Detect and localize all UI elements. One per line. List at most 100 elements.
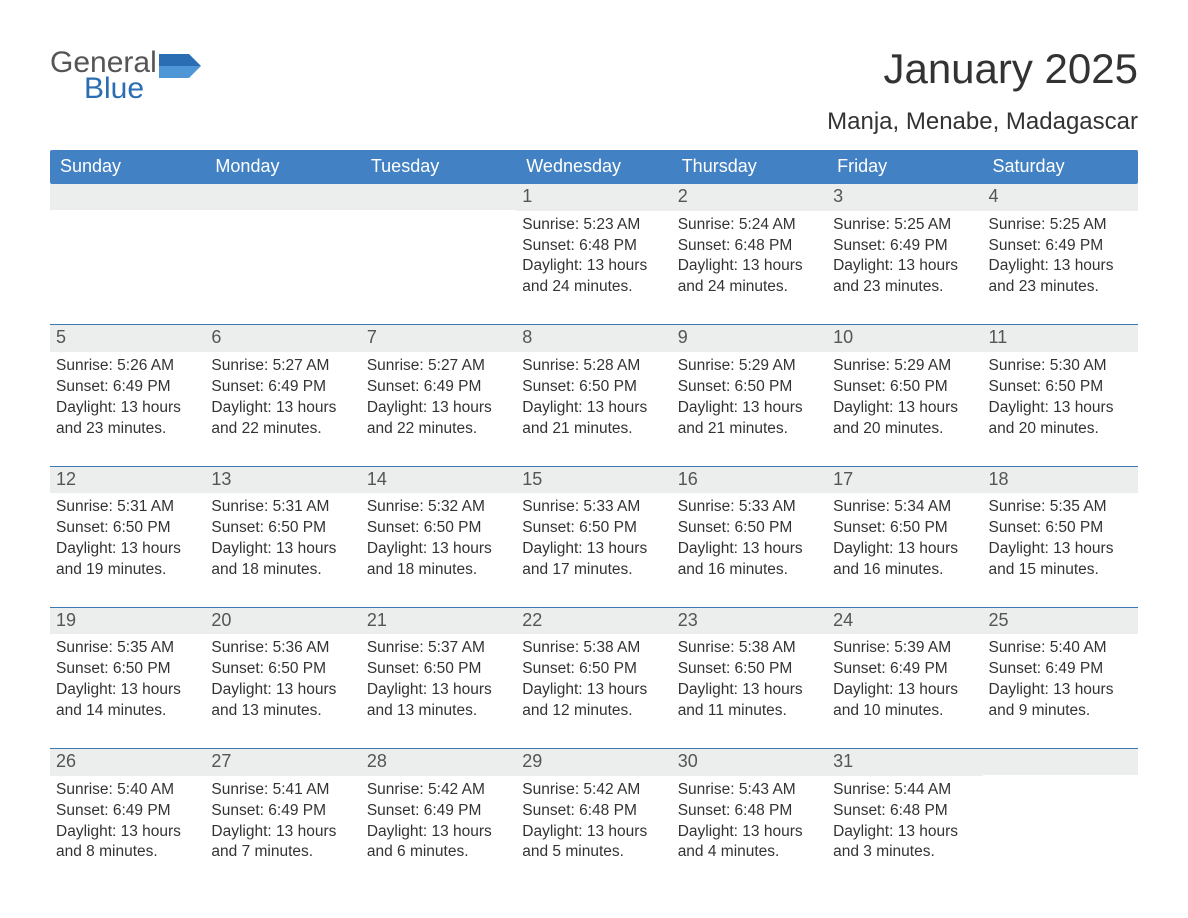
calendar-week-row: 12Sunrise: 5:31 AMSunset: 6:50 PMDayligh… [50,466,1138,599]
date-number: 18 [983,467,1138,494]
sunset-line: Sunset: 6:49 PM [56,377,199,398]
daylight-line: Daylight: 13 hours and 20 minutes. [989,398,1132,440]
calendar-day-cell: 31Sunrise: 5:44 AMSunset: 6:48 PMDayligh… [827,749,982,881]
date-number: 1 [516,184,671,211]
day-details [205,210,360,306]
day-details: Sunrise: 5:32 AMSunset: 6:50 PMDaylight:… [361,493,516,599]
sunrise-line: Sunrise: 5:29 AM [678,356,821,377]
calendar-week-row: 1Sunrise: 5:23 AMSunset: 6:48 PMDaylight… [50,184,1138,316]
sunset-line: Sunset: 6:50 PM [833,377,976,398]
day-details: Sunrise: 5:36 AMSunset: 6:50 PMDaylight:… [205,634,360,740]
calendar-day-cell: 23Sunrise: 5:38 AMSunset: 6:50 PMDayligh… [672,608,827,740]
sunset-line: Sunset: 6:50 PM [211,659,354,680]
date-number: 12 [50,467,205,494]
calendar-day-cell: 22Sunrise: 5:38 AMSunset: 6:50 PMDayligh… [516,608,671,740]
daylight-line: Daylight: 13 hours and 21 minutes. [678,398,821,440]
calendar-day-cell: 21Sunrise: 5:37 AMSunset: 6:50 PMDayligh… [361,608,516,740]
location-subtitle: Manja, Menabe, Madagascar [827,108,1138,136]
calendar-day-cell: 8Sunrise: 5:28 AMSunset: 6:50 PMDaylight… [516,325,671,457]
calendar-day-cell: 4Sunrise: 5:25 AMSunset: 6:49 PMDaylight… [983,184,1138,316]
daylight-line: Daylight: 13 hours and 16 minutes. [833,539,976,581]
date-number: 7 [361,325,516,352]
sunset-line: Sunset: 6:49 PM [989,659,1132,680]
sunset-line: Sunset: 6:48 PM [678,236,821,257]
date-number: 10 [827,325,982,352]
calendar-day-cell: 6Sunrise: 5:27 AMSunset: 6:49 PMDaylight… [205,325,360,457]
daylight-line: Daylight: 13 hours and 23 minutes. [833,256,976,298]
sunrise-line: Sunrise: 5:24 AM [678,215,821,236]
calendar-day-cell: 9Sunrise: 5:29 AMSunset: 6:50 PMDaylight… [672,325,827,457]
date-number [205,184,360,210]
sunset-line: Sunset: 6:48 PM [522,801,665,822]
day-details: Sunrise: 5:37 AMSunset: 6:50 PMDaylight:… [361,634,516,740]
date-number: 23 [672,608,827,635]
date-number: 22 [516,608,671,635]
daylight-line: Daylight: 13 hours and 15 minutes. [989,539,1132,581]
calendar-day-cell: 17Sunrise: 5:34 AMSunset: 6:50 PMDayligh… [827,467,982,599]
sunrise-line: Sunrise: 5:35 AM [989,497,1132,518]
date-number: 17 [827,467,982,494]
day-details: Sunrise: 5:28 AMSunset: 6:50 PMDaylight:… [516,352,671,458]
daylight-line: Daylight: 13 hours and 17 minutes. [522,539,665,581]
sunset-line: Sunset: 6:50 PM [367,659,510,680]
sunset-line: Sunset: 6:49 PM [367,801,510,822]
weekday-header: Saturday [983,150,1138,184]
sunset-line: Sunset: 6:50 PM [56,659,199,680]
day-details: Sunrise: 5:39 AMSunset: 6:49 PMDaylight:… [827,634,982,740]
date-number: 2 [672,184,827,211]
sunrise-line: Sunrise: 5:32 AM [367,497,510,518]
weekday-header: Wednesday [516,150,671,184]
date-number: 11 [983,325,1138,352]
day-details: Sunrise: 5:33 AMSunset: 6:50 PMDaylight:… [672,493,827,599]
date-number: 19 [50,608,205,635]
sunrise-line: Sunrise: 5:39 AM [833,638,976,659]
daylight-line: Daylight: 13 hours and 19 minutes. [56,539,199,581]
calendar-day-cell: 12Sunrise: 5:31 AMSunset: 6:50 PMDayligh… [50,467,205,599]
sunrise-line: Sunrise: 5:35 AM [56,638,199,659]
day-details [361,210,516,306]
day-details: Sunrise: 5:29 AMSunset: 6:50 PMDaylight:… [672,352,827,458]
daylight-line: Daylight: 13 hours and 13 minutes. [367,680,510,722]
date-number: 21 [361,608,516,635]
calendar-day-cell: 1Sunrise: 5:23 AMSunset: 6:48 PMDaylight… [516,184,671,316]
day-details: Sunrise: 5:33 AMSunset: 6:50 PMDaylight:… [516,493,671,599]
sunset-line: Sunset: 6:49 PM [211,377,354,398]
daylight-line: Daylight: 13 hours and 16 minutes. [678,539,821,581]
sunrise-line: Sunrise: 5:42 AM [367,780,510,801]
date-number: 30 [672,749,827,776]
calendar-day-cell: 19Sunrise: 5:35 AMSunset: 6:50 PMDayligh… [50,608,205,740]
sunset-line: Sunset: 6:50 PM [678,659,821,680]
sunset-line: Sunset: 6:50 PM [678,377,821,398]
sunrise-line: Sunrise: 5:33 AM [678,497,821,518]
sunrise-line: Sunrise: 5:31 AM [56,497,199,518]
day-details: Sunrise: 5:42 AMSunset: 6:49 PMDaylight:… [361,776,516,882]
daylight-line: Daylight: 13 hours and 23 minutes. [989,256,1132,298]
date-number: 29 [516,749,671,776]
daylight-line: Daylight: 13 hours and 9 minutes. [989,680,1132,722]
sunrise-line: Sunrise: 5:38 AM [678,638,821,659]
daylight-line: Daylight: 13 hours and 6 minutes. [367,822,510,864]
sunset-line: Sunset: 6:49 PM [833,659,976,680]
date-number: 4 [983,184,1138,211]
calendar-day-cell: 7Sunrise: 5:27 AMSunset: 6:49 PMDaylight… [361,325,516,457]
sunrise-line: Sunrise: 5:27 AM [211,356,354,377]
day-details: Sunrise: 5:42 AMSunset: 6:48 PMDaylight:… [516,776,671,882]
day-details: Sunrise: 5:31 AMSunset: 6:50 PMDaylight:… [205,493,360,599]
day-details: Sunrise: 5:40 AMSunset: 6:49 PMDaylight:… [983,634,1138,740]
sunrise-line: Sunrise: 5:42 AM [522,780,665,801]
calendar-day-cell: 10Sunrise: 5:29 AMSunset: 6:50 PMDayligh… [827,325,982,457]
daylight-line: Daylight: 13 hours and 21 minutes. [522,398,665,440]
title-block: January 2025 Manja, Menabe, Madagascar [827,48,1138,136]
day-details: Sunrise: 5:35 AMSunset: 6:50 PMDaylight:… [50,634,205,740]
date-number: 9 [672,325,827,352]
weekday-header: Tuesday [361,150,516,184]
day-details: Sunrise: 5:44 AMSunset: 6:48 PMDaylight:… [827,776,982,882]
date-number: 25 [983,608,1138,635]
sunrise-line: Sunrise: 5:33 AM [522,497,665,518]
date-number: 14 [361,467,516,494]
calendar-day-cell: 29Sunrise: 5:42 AMSunset: 6:48 PMDayligh… [516,749,671,881]
daylight-line: Daylight: 13 hours and 24 minutes. [522,256,665,298]
calendar-day-cell: 2Sunrise: 5:24 AMSunset: 6:48 PMDaylight… [672,184,827,316]
daylight-line: Daylight: 13 hours and 7 minutes. [211,822,354,864]
calendar-day-cell: 14Sunrise: 5:32 AMSunset: 6:50 PMDayligh… [361,467,516,599]
